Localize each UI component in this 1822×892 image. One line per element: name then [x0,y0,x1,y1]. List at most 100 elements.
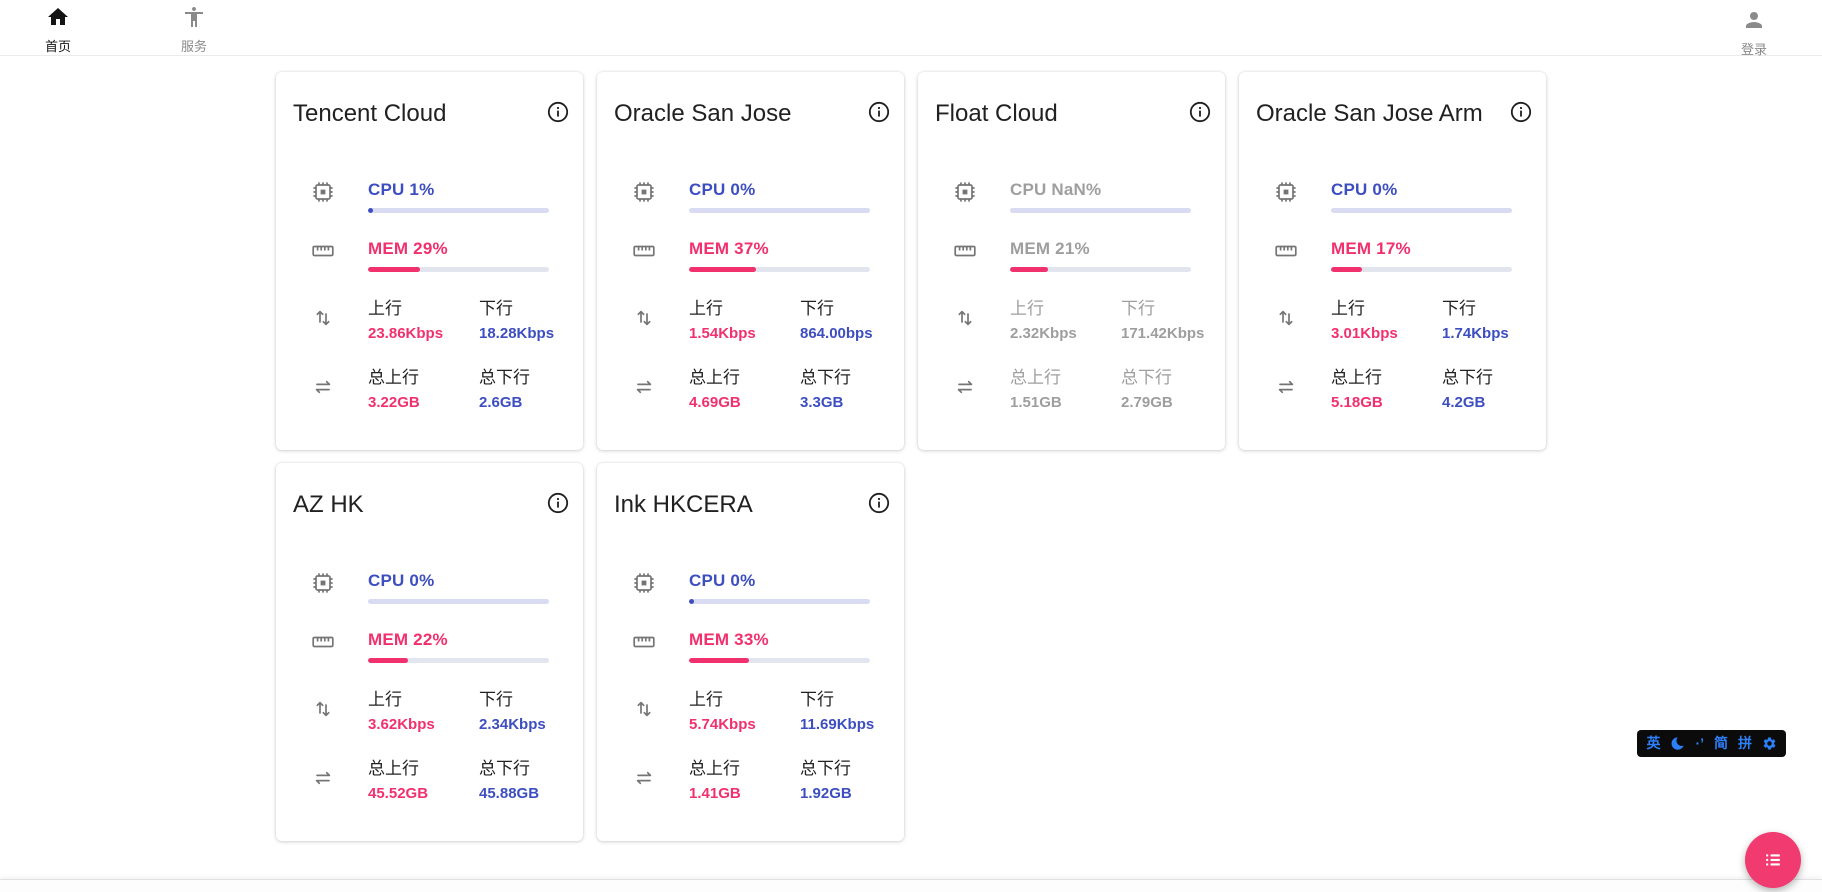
nav-item-home[interactable]: 首页 [30,1,86,55]
net-total-row: 总上行 3.22GB 总下行 2.6GB [276,367,583,412]
leftright-arrows-icon [311,766,335,803]
cpu-progress-track [689,599,870,604]
total-upload-stat: 总上行 1.51GB [1010,367,1121,412]
upload-value: 3.62Kbps [368,716,435,733]
memory-ruler-icon [632,239,656,272]
card-stats: CPU 0% MEM 22% [276,571,583,803]
net-total-row: 总上行 45.52GB 总下行 45.88GB [276,758,583,803]
moon-icon[interactable] [1670,736,1685,751]
ime-language-toggle[interactable]: 英 [1646,735,1661,751]
gear-icon[interactable] [1762,736,1777,751]
total-download-stat: 总下行 45.88GB [479,758,549,803]
total-download-stat: 总下行 3.3GB [800,367,870,412]
net-speed-row: 上行 2.32Kbps 下行 171.42Kbps [918,298,1225,343]
info-icon[interactable] [1509,100,1533,124]
ime-scheme-toggle[interactable]: 拼 [1738,735,1752,751]
memory-ruler-icon [632,630,656,663]
total-upload-value: 5.18GB [1331,394,1383,411]
card-header: Tencent Cloud [276,98,583,130]
net-speed-row: 上行 3.62Kbps 下行 2.34Kbps [276,689,583,734]
cpu-progress-track [368,208,549,213]
cpu-progress-track [1331,208,1512,213]
updown-arrows-icon [311,306,335,343]
card-header: Float Cloud [918,98,1225,130]
cpu-label: CPU 0% [368,571,435,590]
ime-punctuation-toggle[interactable]: ·’ [1695,735,1704,751]
upload-value: 1.54Kbps [689,325,756,342]
updown-arrows-icon [632,697,656,734]
server-name: AZ HK [293,491,364,518]
server-card: Tencent Cloud CPU 1 [276,72,583,450]
card-stats: CPU 0% MEM 17% [1239,180,1546,412]
mem-label: MEM 21% [1010,239,1090,258]
total-upload-value: 1.51GB [1010,394,1062,411]
total-download-stat: 总下行 2.79GB [1121,367,1191,412]
server-card: Oracle San Jose CPU [597,72,904,450]
nav-item-service[interactable]: 服务 [166,1,222,55]
net-total-row: 总上行 4.69GB 总下行 3.3GB [597,367,904,412]
leftright-arrows-icon [311,375,335,412]
download-stat: 下行 864.00bps [800,298,873,343]
nav-item-login[interactable]: 登录 [1726,4,1782,58]
server-name: Oracle San Jose Arm [1256,100,1483,127]
total-download-value: 2.79GB [1121,394,1173,411]
info-icon[interactable] [867,491,891,515]
mem-label: MEM 33% [689,630,769,649]
leftright-arrows-icon [632,766,656,803]
upload-label: 上行 [1010,299,1044,318]
top-nav: 首页 服务 登录 [0,0,1822,58]
upload-stat: 上行 3.01Kbps [1331,298,1442,343]
info-icon[interactable] [546,100,570,124]
total-download-value: 1.92GB [800,785,852,802]
total-download-value: 4.2GB [1442,394,1486,411]
upload-stat: 上行 3.62Kbps [368,689,479,734]
mem-progress-track [1331,267,1512,272]
download-stat: 下行 18.28Kbps [479,298,554,343]
memory-ruler-icon [311,239,335,272]
mem-bar-fill [689,658,749,663]
total-upload-label: 总上行 [1010,368,1061,387]
cpu-meter: CPU 1% [276,180,583,213]
cpu-label: CPU NaN% [1010,180,1102,199]
cpu-meter: CPU 0% [597,571,904,604]
download-value: 18.28Kbps [479,325,555,342]
server-name: Ink HKCERA [614,491,753,518]
upload-label: 上行 [368,690,402,709]
nav-login-label: 登录 [1740,42,1767,57]
mem-bar-fill [368,267,421,272]
info-icon[interactable] [867,100,891,124]
total-upload-value: 3.22GB [368,394,420,411]
memory-ruler-icon [311,630,335,663]
total-download-label: 总下行 [800,368,851,387]
upload-value: 23.86Kbps [368,325,444,342]
person-icon [1742,8,1766,37]
mem-meter: MEM 33% [597,630,904,663]
total-download-value: 2.6GB [479,394,523,411]
ime-simplified-toggle[interactable]: 简 [1714,735,1728,751]
info-icon[interactable] [1188,100,1212,124]
server-card: Float Cloud CPU NaN [918,72,1225,450]
info-icon[interactable] [546,491,570,515]
upload-stat: 上行 5.74Kbps [689,689,800,734]
total-upload-stat: 总上行 1.41GB [689,758,800,803]
cpu-progress-track [689,208,870,213]
card-stats: CPU 0% MEM 33% [597,571,904,803]
updown-arrows-icon [311,697,335,734]
cpu-chip-icon [953,180,977,213]
total-download-stat: 总下行 2.6GB [479,367,549,412]
card-stats: CPU NaN% MEM 21% [918,180,1225,412]
cpu-label: CPU 0% [1331,180,1398,199]
mem-bar-fill [1331,267,1362,272]
mem-meter: MEM 29% [276,239,583,272]
download-stat: 下行 2.34Kbps [479,689,549,734]
net-speed-row: 上行 23.86Kbps 下行 18.28Kbps [276,298,583,343]
download-label: 下行 [800,299,834,318]
total-upload-value: 1.41GB [689,785,741,802]
cpu-label: CPU 0% [689,571,756,590]
total-download-label: 总下行 [479,368,530,387]
server-list-fab[interactable] [1745,832,1801,888]
updown-arrows-icon [632,306,656,343]
server-card: AZ HK CPU 0% [276,463,583,841]
download-stat: 下行 171.42Kbps [1121,298,1204,343]
upload-label: 上行 [689,690,723,709]
